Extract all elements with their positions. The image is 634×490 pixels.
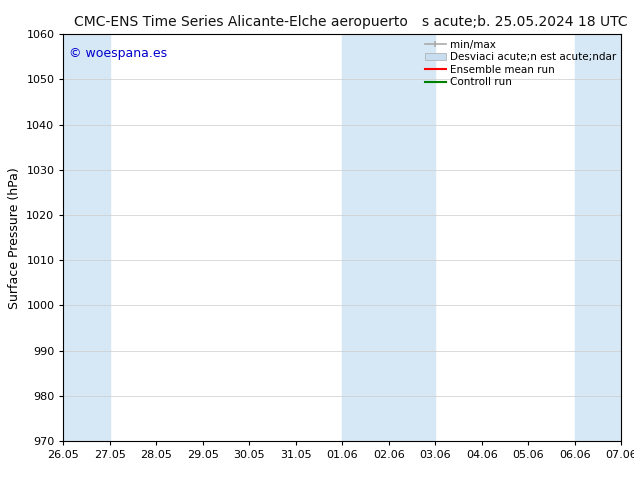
Bar [63, 34, 110, 441]
Text: CMC-ENS Time Series Alicante-Elche aeropuerto: CMC-ENS Time Series Alicante-Elche aerop… [74, 15, 408, 29]
Legend: min/max, Desviaci acute;n est acute;ndar, Ensemble mean run, Controll run: min/max, Desviaci acute;n est acute;ndar… [423, 37, 618, 89]
Text: © woespana.es: © woespana.es [69, 47, 167, 59]
Bar [575, 34, 621, 441]
Text: s acute;b. 25.05.2024 18 UTC: s acute;b. 25.05.2024 18 UTC [422, 15, 628, 29]
Y-axis label: Surface Pressure (hPa): Surface Pressure (hPa) [8, 167, 21, 309]
Bar [342, 34, 436, 441]
